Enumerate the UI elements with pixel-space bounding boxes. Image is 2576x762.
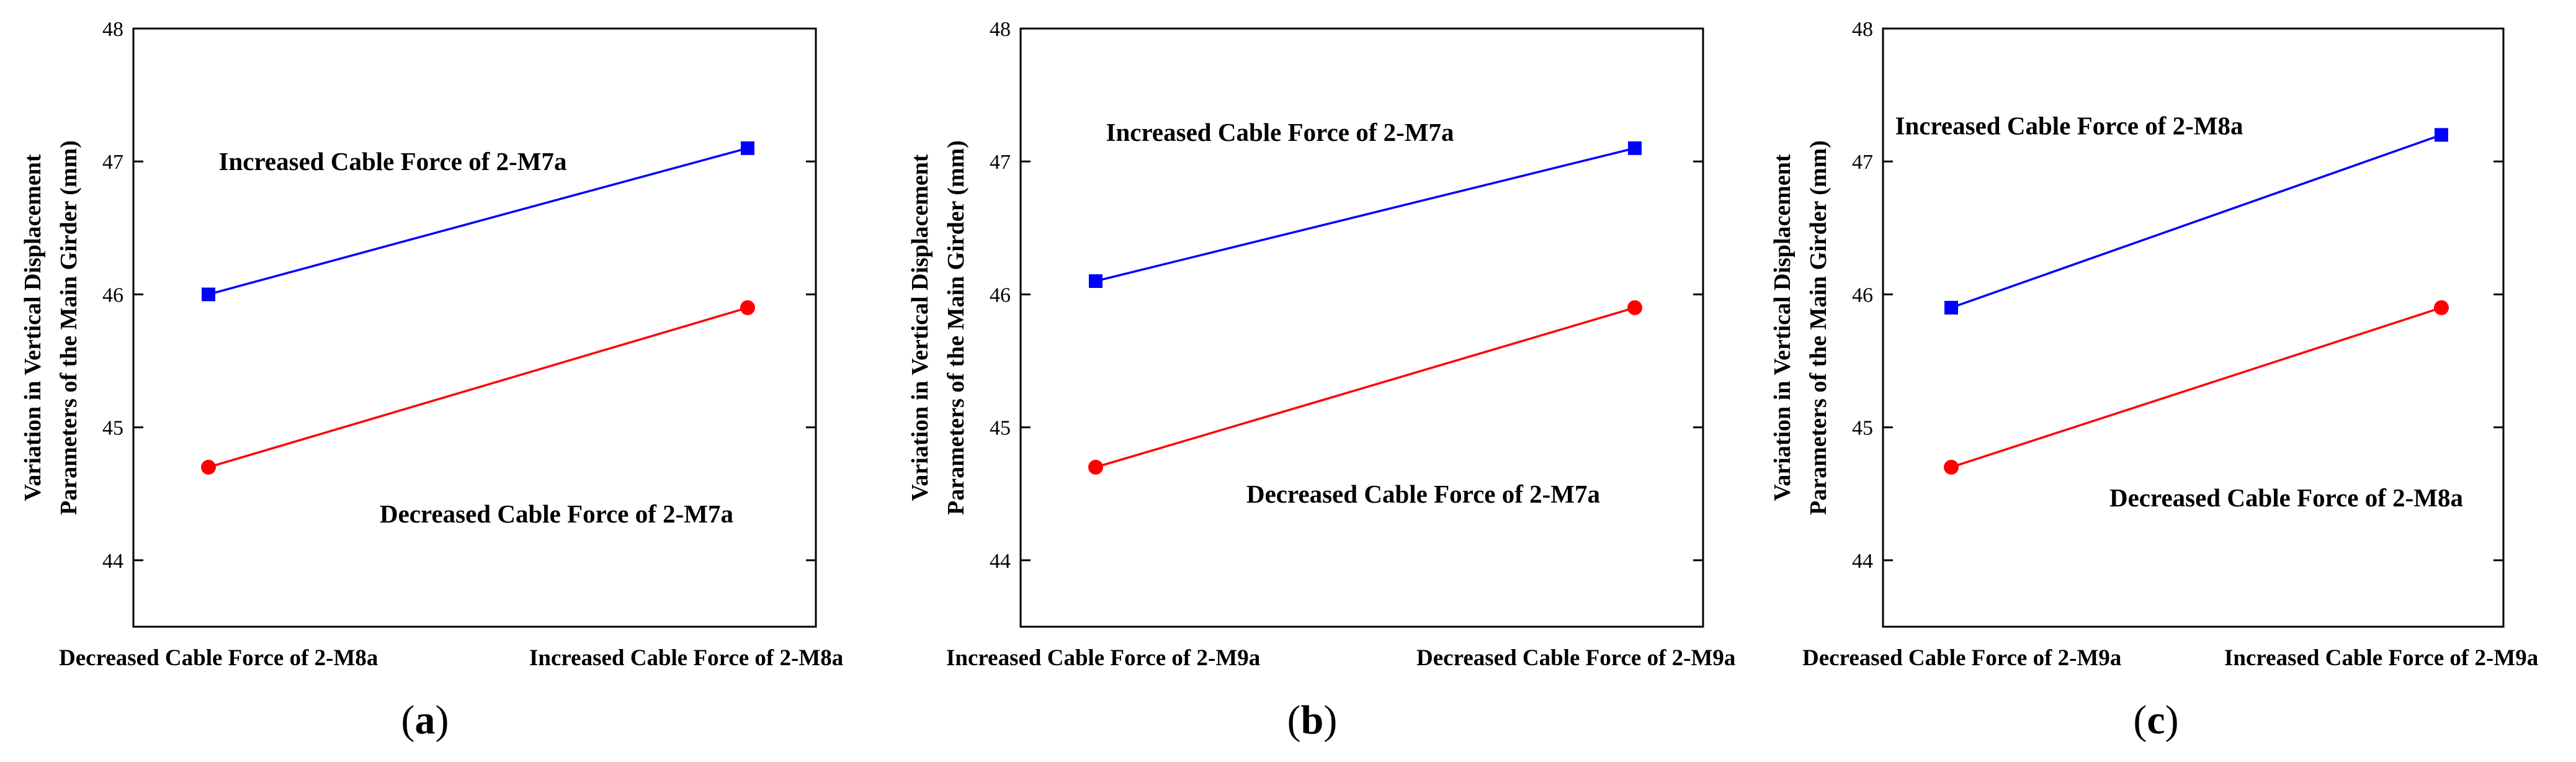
y-tick-label: 45 <box>1852 417 1873 440</box>
data-point-square <box>2435 128 2448 142</box>
panel-label: (b) <box>1287 697 1338 743</box>
x-category-label: Decreased Cable Force of 2-M8a <box>59 645 378 671</box>
data-point-circle <box>1944 459 1959 475</box>
series-annotation: Decreased Cable Force of 2-M7a <box>1246 480 1600 508</box>
panel-label: (a) <box>401 697 449 743</box>
x-category-label: Decreased Cable Force of 2-M9a <box>1416 645 1735 671</box>
plot-frame <box>1882 27 2505 628</box>
x-category-label: Increased Cable Force of 2-M8a <box>529 645 843 671</box>
y-axis-title: Variation in Vertical Displacement Parame… <box>1769 140 1831 515</box>
y-tick-label: 44 <box>102 550 123 573</box>
panel-label-letter: b <box>1301 697 1324 743</box>
panel-label-close: ) <box>2165 697 2179 743</box>
chart-panel-a: 44 45 46 47 48 Variation in Vertical Displace… <box>20 18 843 743</box>
panel-label-open: ( <box>2133 697 2147 743</box>
chart-panel-b: 44 45 46 47 48 Variation in Vertical Displace… <box>907 18 1735 743</box>
y-tick-label: 48 <box>102 18 123 41</box>
panel-label-close: ) <box>1323 697 1337 743</box>
x-category-label: Decreased Cable Force of 2-M9a <box>1802 645 2121 671</box>
y-tick-label: 47 <box>102 151 123 174</box>
chart-panel-c: 44 45 46 47 48 Variation in Vertical Displace… <box>1769 18 2538 743</box>
panel-label-open: ( <box>401 697 415 743</box>
y-axis-title-line1: Variation in Vertical Displacement <box>20 154 46 501</box>
data-point-circle <box>1627 300 1642 315</box>
y-tick-label: 47 <box>990 151 1011 174</box>
series-line <box>1951 307 2442 468</box>
y-tick-label: 46 <box>990 284 1011 307</box>
series-annotation: Decreased Cable Force of 2-M8a <box>2109 483 2463 512</box>
y-axis-title-line2: Parameters of the Main Girder (mm) <box>943 140 969 515</box>
y-axis-title-line2: Parameters of the Main Girder (mm) <box>56 140 82 515</box>
y-tick-label: 46 <box>102 284 123 307</box>
series-line <box>1951 133 2442 309</box>
panel-label-letter: a <box>415 697 436 743</box>
data-point-circle <box>740 300 755 315</box>
y-tick-label: 45 <box>102 417 123 440</box>
data-point-square <box>202 287 215 302</box>
y-axis-title-line1: Variation in Vertical Displacement <box>907 154 933 501</box>
data-point-square <box>1089 274 1102 289</box>
y-tick-label: 48 <box>990 18 1011 41</box>
series-line <box>1095 147 1635 282</box>
plot-frame <box>132 27 817 628</box>
series-line <box>208 147 748 296</box>
y-tick-label: 48 <box>1852 18 1873 41</box>
plot-frame <box>1019 27 1704 628</box>
panel-label: (c) <box>2133 697 2178 743</box>
data-point-circle <box>1088 459 1103 475</box>
series-line <box>1095 307 1635 468</box>
data-point-square <box>1628 141 1642 155</box>
y-tick-label: 44 <box>1852 550 1873 573</box>
y-axis-title-line1: Variation in Vertical Displacement <box>1769 154 1796 501</box>
panel-label-close: ) <box>436 697 449 743</box>
y-tick-label: 46 <box>1852 284 1873 307</box>
series-annotation: Decreased Cable Force of 2-M7a <box>380 500 733 528</box>
data-point-square <box>741 141 754 155</box>
series-annotation: Increased Cable Force of 2-M8a <box>1895 111 2243 140</box>
series-line <box>208 307 748 468</box>
y-axis-title: Variation in Vertical Displacement Parame… <box>907 140 969 515</box>
x-category-label: Increased Cable Force of 2-M9a <box>946 645 1260 671</box>
data-point-circle <box>201 459 216 475</box>
y-tick-label: 45 <box>990 417 1011 440</box>
panel-label-open: ( <box>1287 697 1301 743</box>
data-point-circle <box>2434 300 2449 315</box>
data-point-square <box>1944 300 1958 315</box>
x-category-label: Increased Cable Force of 2-M9a <box>2224 645 2538 671</box>
panel-label-letter: c <box>2147 697 2165 743</box>
y-axis-title-line2: Parameters of the Main Girder (mm) <box>1805 140 1831 515</box>
series-annotation: Increased Cable Force of 2-M7a <box>1106 118 1454 146</box>
y-tick-label: 44 <box>990 550 1011 573</box>
y-tick-label: 47 <box>1852 151 1873 174</box>
series-annotation: Increased Cable Force of 2-M7a <box>219 147 567 176</box>
y-axis-title: Variation in Vertical Displacement Parame… <box>20 140 82 515</box>
